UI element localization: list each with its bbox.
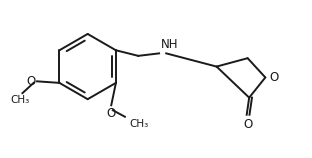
Text: O: O [107, 107, 116, 120]
Text: CH₃: CH₃ [129, 119, 148, 129]
Text: O: O [243, 118, 253, 131]
Text: O: O [269, 71, 278, 84]
Text: CH₃: CH₃ [10, 95, 30, 105]
Text: O: O [26, 75, 36, 88]
Text: NH: NH [161, 38, 178, 51]
